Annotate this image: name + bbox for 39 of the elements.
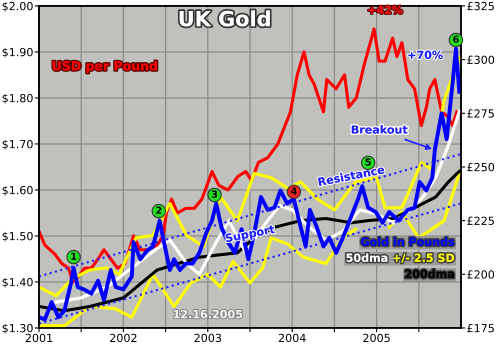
series-label: 50dma (346, 253, 388, 262)
text: 200dma (405, 269, 454, 278)
annotation: 4 (290, 187, 297, 194)
y-axis-title: USD per Pound (52, 60, 157, 73)
x-tick-label: 2002 (110, 334, 136, 342)
text: +/- 2.5 SD (393, 254, 454, 263)
y2-tick-label: £300 (467, 56, 494, 64)
y2-tick-label: £275 (467, 109, 494, 118)
line-series (39, 27, 458, 284)
y-tick-label: $1.60 (2, 186, 33, 196)
x-tick-label: 2004 (278, 334, 306, 342)
y2-tick-label: £200 (467, 270, 494, 279)
annotation: Breakout (352, 125, 408, 134)
annotation: Resistance (318, 164, 385, 186)
annotation: Support (225, 224, 276, 244)
y-tick-label: $1.50 (2, 232, 33, 242)
annotation: 3 (212, 190, 218, 198)
annotation: 1 (71, 252, 76, 260)
chart-title: UK Gold (180, 10, 270, 26)
x-tick-label: 2005 (363, 334, 390, 342)
series-label: Gold in Pounds (361, 237, 454, 246)
y2-tick-label: £175 (467, 324, 494, 332)
annotation: +42% (368, 6, 403, 14)
y-tick-label: $1.30 (2, 324, 33, 334)
x-tick-label: 2001 (26, 334, 52, 342)
annotation: +70% (408, 50, 443, 60)
annotation: 6 (453, 35, 459, 43)
y2-tick-label: £325 (467, 2, 494, 10)
y-tick-label: $2.00 (2, 2, 33, 12)
y-tick-label: $1.80 (2, 94, 33, 104)
y-tick-label: $1.70 (2, 140, 33, 150)
y-tick-label: $1.90 (2, 48, 33, 58)
y2-tick-label: £250 (467, 162, 494, 172)
annotation: 2 (156, 206, 162, 214)
annotation: 12.16.2005 (174, 310, 242, 318)
y-tick-label: $1.40 (2, 278, 33, 288)
annotation: 5 (366, 158, 371, 166)
y2-tick-label: £225 (467, 216, 494, 225)
x-tick-label: 2003 (194, 334, 222, 342)
